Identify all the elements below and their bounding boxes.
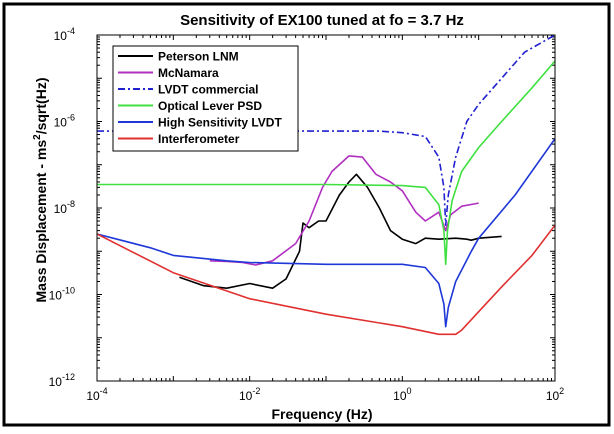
series-line-6 bbox=[97, 224, 555, 336]
y-tick-label-base: 10 bbox=[54, 202, 68, 216]
x-tick-label: 10-4 bbox=[86, 386, 107, 403]
y-axis-label-superscript: 2 bbox=[32, 134, 43, 140]
y-tick-label: 10-12 bbox=[49, 372, 75, 389]
x-tick-label: 100 bbox=[393, 386, 411, 403]
x-tick-label: 102 bbox=[546, 386, 564, 403]
y-tick-label-base: 10 bbox=[54, 29, 68, 43]
x-tick-label-base: 10 bbox=[546, 389, 560, 403]
series-line-4 bbox=[97, 60, 555, 266]
legend: Peterson LNM McNamara LVDT commercial Optic… bbox=[112, 45, 299, 152]
y-tick-label-exponent: -12 bbox=[62, 372, 75, 382]
y-tick-label: 10-4 bbox=[54, 26, 75, 43]
x-tick-label-base: 10 bbox=[86, 389, 100, 403]
chart-title: Sensitivity of EX100 tuned at fo = 3.7 H… bbox=[180, 12, 464, 29]
y-axis-label: Mass Displacement - ms2/sqrt(Hz) bbox=[32, 78, 49, 303]
legend-box bbox=[112, 45, 299, 152]
x-tick-label-exponent: 0 bbox=[407, 386, 412, 396]
y-axis-label-tail: /sqrt(Hz) bbox=[33, 78, 49, 135]
y-tick-label: 10-6 bbox=[54, 113, 75, 130]
y-tick-label-base: 10 bbox=[49, 375, 63, 389]
legend-label-2: McNamara bbox=[158, 66, 219, 80]
y-tick-label-base: 10 bbox=[49, 289, 63, 303]
y-tick-label-exponent: -4 bbox=[67, 26, 75, 36]
outer-frame bbox=[2, 2, 611, 427]
y-tick-label: 10-10 bbox=[49, 286, 75, 303]
x-tick-label-base: 10 bbox=[239, 389, 253, 403]
legend-label-1: Peterson LNM bbox=[158, 50, 239, 64]
x-axis-label: Frequency (Hz) bbox=[271, 406, 372, 422]
y-tick-label-exponent: -10 bbox=[62, 286, 75, 296]
series-layer bbox=[97, 35, 555, 336]
x-tick-label-exponent: -2 bbox=[252, 386, 260, 396]
y-axis-label-main: Mass Displacement - ms bbox=[33, 140, 49, 303]
series-line-5 bbox=[97, 138, 555, 328]
series-line-3 bbox=[97, 35, 555, 226]
y-tick-label-exponent: -6 bbox=[67, 113, 75, 123]
y-tick-label-exponent: -8 bbox=[67, 199, 75, 209]
y-tick-label-base: 10 bbox=[54, 116, 68, 130]
series-line-1 bbox=[179, 173, 502, 289]
legend-label-3: LVDT commercial bbox=[158, 83, 258, 97]
x-tick-label-base: 10 bbox=[393, 389, 407, 403]
legend-label-4: Optical Lever PSD bbox=[158, 99, 262, 113]
legend-label-5: High Sensitivity LVDT bbox=[158, 116, 282, 130]
plot-area-border bbox=[96, 34, 556, 382]
x-tick-label: 10-2 bbox=[239, 386, 260, 403]
y-tick-label: 10-8 bbox=[54, 199, 75, 216]
x-tick-label-exponent: -4 bbox=[100, 386, 108, 396]
x-tick-label-exponent: 2 bbox=[559, 386, 564, 396]
legend-label-6: Interferometer bbox=[158, 132, 240, 146]
